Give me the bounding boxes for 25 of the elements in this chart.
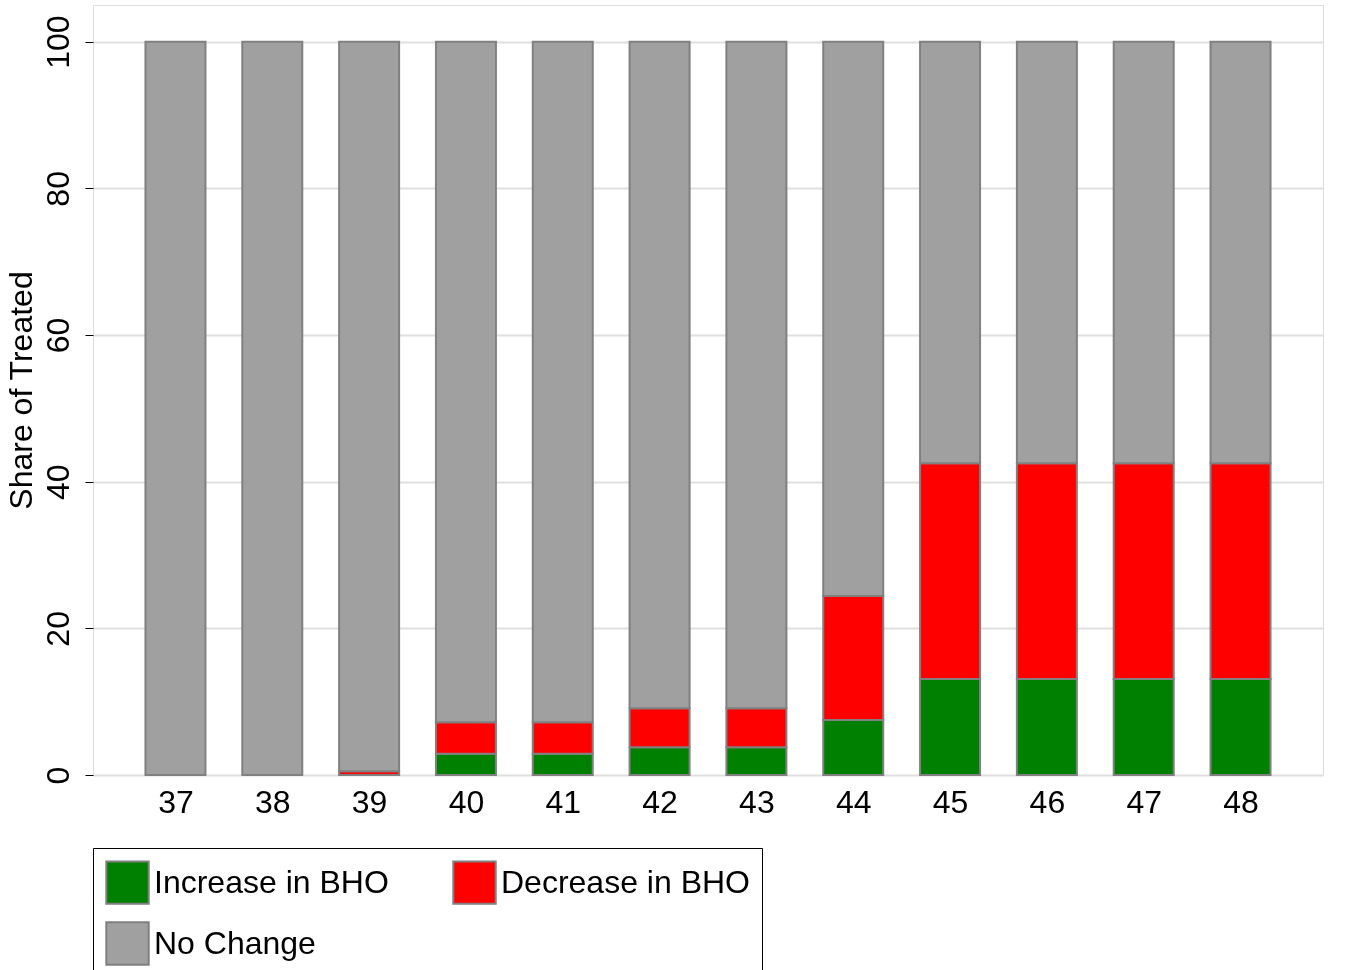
x-tick-label: 48 bbox=[1223, 783, 1259, 820]
x-tick-label: 39 bbox=[351, 783, 388, 820]
x-tick-label: 41 bbox=[545, 783, 582, 820]
x-tick-label: 37 bbox=[158, 783, 194, 820]
bar bbox=[338, 40, 401, 773]
y-axis-title: Share of Treated bbox=[2, 271, 39, 510]
y-tick-label: 80 bbox=[39, 171, 76, 207]
y-tick-label: 60 bbox=[39, 317, 76, 354]
x-tick-label: 42 bbox=[642, 783, 678, 820]
bar bbox=[144, 40, 207, 776]
x-tick-label: 45 bbox=[932, 783, 969, 820]
legend-label: No Change bbox=[154, 924, 316, 961]
x-tick-label: 40 bbox=[448, 783, 485, 820]
bar bbox=[241, 40, 304, 776]
y-tick-label: 40 bbox=[39, 464, 76, 500]
y-tick-label: 20 bbox=[39, 611, 76, 647]
legend-label: Decrease in BHO bbox=[501, 863, 750, 900]
x-tick-label: 44 bbox=[835, 783, 872, 820]
y-tick-label: 0 bbox=[39, 766, 76, 785]
x-tick-label: 47 bbox=[1126, 783, 1163, 820]
x-tick-label: 38 bbox=[254, 783, 291, 820]
legend-label: Increase in BHO bbox=[154, 863, 389, 900]
x-tick-label: 46 bbox=[1029, 783, 1066, 820]
x-tick-label: 43 bbox=[739, 783, 775, 820]
y-tick-label: 100 bbox=[39, 15, 76, 69]
